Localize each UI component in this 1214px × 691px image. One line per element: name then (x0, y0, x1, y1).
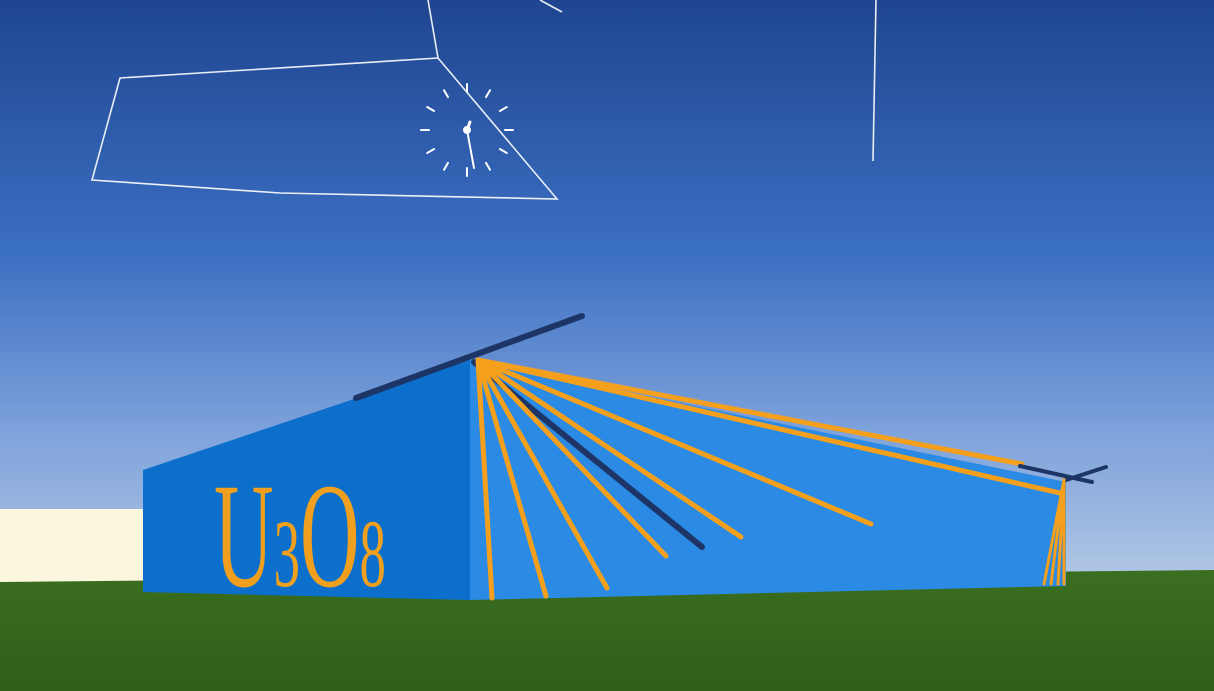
clock-tick (498, 148, 508, 154)
label-subscript-1: 3 (274, 500, 300, 607)
clock-tick (426, 148, 436, 154)
ground (0, 570, 1214, 691)
hour-rays (475, 357, 1063, 601)
clock-tick (498, 106, 508, 112)
corner-rays (1042, 478, 1066, 586)
clock-tick (443, 89, 449, 99)
label-mid: O (300, 453, 360, 619)
roof-beam (353, 313, 585, 401)
label-prefix: U (214, 453, 274, 619)
clock-tick (485, 161, 491, 171)
clock-tick (485, 89, 491, 99)
label-subscript-2: 8 (360, 500, 386, 607)
sky-outline (90, 0, 877, 200)
building-label: U3O8 (214, 453, 386, 619)
building-front-wall (143, 360, 470, 600)
clock-tick (443, 161, 449, 171)
far-building (0, 509, 150, 587)
clock-icon (420, 83, 514, 177)
corner-beam (1018, 464, 1108, 484)
clock-tick (426, 106, 436, 112)
